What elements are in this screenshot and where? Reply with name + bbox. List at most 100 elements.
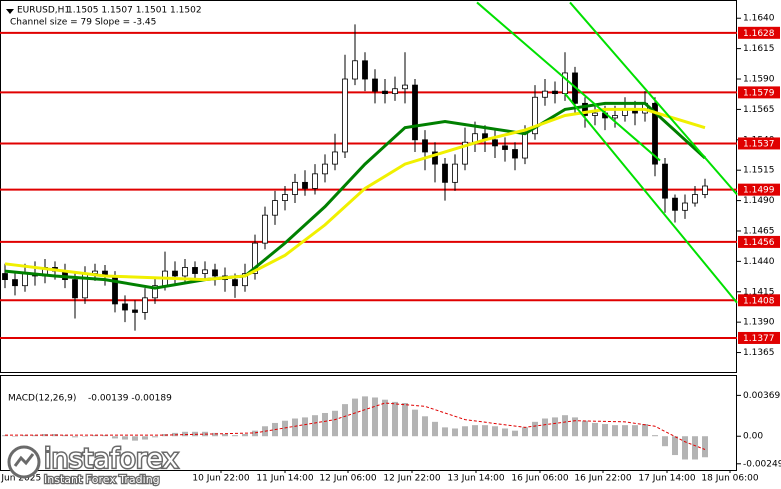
candle-body (132, 309, 138, 313)
macd-bar (392, 401, 398, 437)
x-tick-label: 18 Jun 06:00 (701, 474, 758, 484)
y-tick-label: 1.1615 (743, 44, 775, 54)
candle-body (592, 112, 598, 116)
channel-line (476, 1, 661, 162)
channel-line (564, 92, 738, 304)
macd-bar (432, 421, 438, 437)
macd-bar (122, 436, 128, 440)
candle-body (372, 78, 378, 92)
candle-body (672, 197, 678, 211)
level-badge (738, 183, 780, 196)
macd-bar (212, 432, 218, 437)
candle-body (682, 202, 688, 211)
y-tick-label: 1.1440 (743, 257, 775, 267)
candle-body (402, 84, 408, 90)
candle-body (552, 90, 558, 95)
macd-bar (472, 425, 478, 437)
candle-body (512, 149, 518, 159)
macd-bar (372, 397, 378, 437)
quote: 1.1505 1.1507 1.1501 1.1502 (67, 6, 202, 16)
macd-bar (32, 435, 38, 437)
moving-average (4, 101, 707, 290)
macd-y-tick-label: 0.00369 (743, 391, 780, 401)
candle-body (702, 185, 708, 195)
macd-bar (462, 426, 468, 437)
candle-body (692, 194, 698, 204)
macd-bar (82, 436, 88, 437)
macd-bar (252, 430, 258, 437)
level-label: 1.1377 (743, 334, 775, 344)
macd-bar (502, 428, 508, 437)
candle-body (432, 151, 438, 165)
logo-name: instaforex (44, 444, 178, 475)
candle-body (172, 270, 178, 277)
macd-bar (512, 430, 518, 437)
macd-bar (692, 436, 698, 460)
level-badge (738, 235, 780, 248)
macd-frame (0, 375, 737, 471)
candle-body (532, 96, 538, 135)
candle-body (422, 139, 428, 153)
candle-body (182, 267, 188, 277)
candle-body (2, 273, 8, 281)
y-tick-label: 1.1640 (743, 14, 775, 24)
macd-bar (182, 431, 188, 437)
macd-bar (282, 420, 288, 437)
y-tick-label: 1.1490 (743, 196, 775, 206)
macd-y-tick-label: 0.00 (743, 432, 763, 442)
candle-body (142, 297, 148, 313)
candle-body (202, 269, 208, 274)
level-label: 1.1408 (743, 296, 775, 306)
candle-body (312, 173, 318, 189)
macd-bar (232, 435, 238, 437)
candle-body (272, 200, 278, 216)
macd-bar (102, 435, 108, 437)
x-tick-label: 11 Jun 14:00 (256, 474, 313, 484)
macd-bar (402, 403, 408, 437)
macd-bar (672, 436, 678, 456)
candle-body (382, 90, 388, 95)
macd-y-tick-label: -0.00249 (743, 459, 781, 469)
macd-bar (422, 416, 428, 437)
macd-bar (142, 436, 148, 440)
candle-body (652, 102, 658, 165)
candle-body (22, 273, 28, 287)
candle-body (392, 88, 398, 95)
channel-info: Channel size = 79 Slope = -3.45 (10, 18, 156, 28)
candle-body (292, 181, 298, 195)
macd-bar (452, 428, 458, 437)
macd-bar (662, 436, 668, 447)
level-badge (738, 294, 780, 307)
y-tick-label: 1.1565 (743, 105, 775, 115)
macd-bar (412, 409, 418, 437)
x-tick-label: 6 Jun 2025 (0, 474, 41, 484)
logo-icon-mark (13, 453, 35, 467)
candle-body (262, 214, 268, 244)
candle-body (362, 60, 368, 80)
macd-bar (532, 421, 538, 437)
logo-tagline: Instant Forex Trading (44, 473, 160, 486)
macd-bar (652, 435, 658, 437)
macd-bar (12, 436, 18, 437)
macd-bar (482, 425, 488, 437)
macd-bar (522, 427, 528, 437)
candle-body (442, 163, 448, 183)
moving-average (4, 107, 706, 282)
y-tick-label: 1.1515 (743, 166, 775, 176)
macd-bar (222, 434, 228, 437)
macd-readout: -0.00139 -0.00189 (88, 394, 172, 404)
macd-bar (442, 427, 448, 437)
macd-bar (582, 420, 588, 437)
candle-body (242, 273, 248, 287)
candle-body (582, 102, 588, 116)
y-tick-label: 1.1590 (743, 75, 775, 85)
candle-body (542, 90, 548, 98)
macd-title: MACD(12,26,9) (8, 394, 76, 404)
candle-body (612, 115, 618, 119)
macd-bar (542, 418, 548, 437)
level-badge (738, 137, 780, 150)
macd-bar (312, 415, 318, 437)
macd-bar (562, 415, 568, 437)
macd-bar (352, 398, 358, 437)
